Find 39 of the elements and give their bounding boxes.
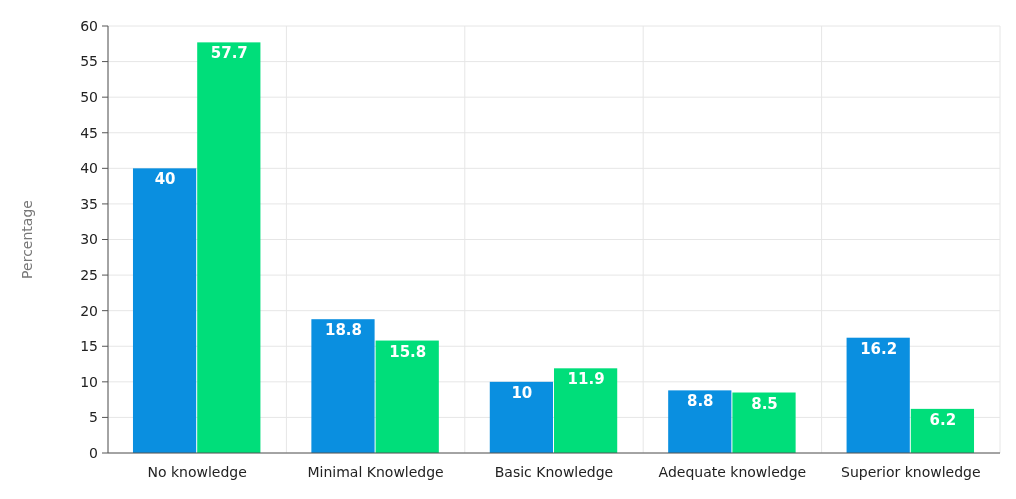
x-tick-label: Minimal Knowledge [307, 464, 444, 480]
y-tick-label: 40 [80, 160, 98, 177]
y-tick-label: 45 [80, 124, 98, 141]
data-label: 10 [511, 383, 533, 402]
y-tick-label: 20 [80, 302, 98, 319]
y-tick-label: 5 [89, 409, 98, 426]
bar [375, 340, 439, 453]
data-label: 18.8 [324, 321, 362, 340]
bar [732, 392, 796, 453]
x-tick-label: No knowledge [147, 464, 247, 480]
bar [846, 337, 910, 453]
y-tick-label: 35 [80, 195, 98, 212]
y-tick-label: 10 [80, 373, 98, 390]
y-tick-label: 55 [80, 53, 98, 70]
bar [554, 368, 618, 453]
data-label: 16.2 [860, 339, 898, 358]
bar [197, 42, 261, 453]
y-tick-label: 60 [80, 17, 98, 34]
x-tick-label: Basic Knowledge [494, 464, 614, 480]
y-axis-title: Percentage [19, 200, 35, 279]
data-label: 6.2 [929, 410, 957, 429]
y-tick-label: 0 [89, 444, 98, 461]
bar [910, 408, 975, 453]
bar [311, 319, 375, 453]
y-tick-label: 25 [80, 266, 98, 283]
y-tick-label: 30 [80, 231, 98, 248]
data-label: 57.7 [210, 44, 248, 63]
bar [489, 381, 553, 453]
x-tick-label: Superior knowledge [841, 464, 981, 480]
data-label: 15.8 [389, 342, 427, 361]
bar [668, 390, 732, 453]
data-label: 11.9 [567, 370, 605, 389]
data-label: 40 [154, 170, 176, 189]
y-tick-label: 15 [80, 338, 98, 355]
data-label: 8.8 [687, 392, 714, 411]
x-tick-label: Adequate knowledge [658, 464, 807, 480]
data-label: 8.5 [751, 394, 778, 413]
y-tick-label: 50 [80, 89, 98, 106]
bar [132, 168, 197, 453]
